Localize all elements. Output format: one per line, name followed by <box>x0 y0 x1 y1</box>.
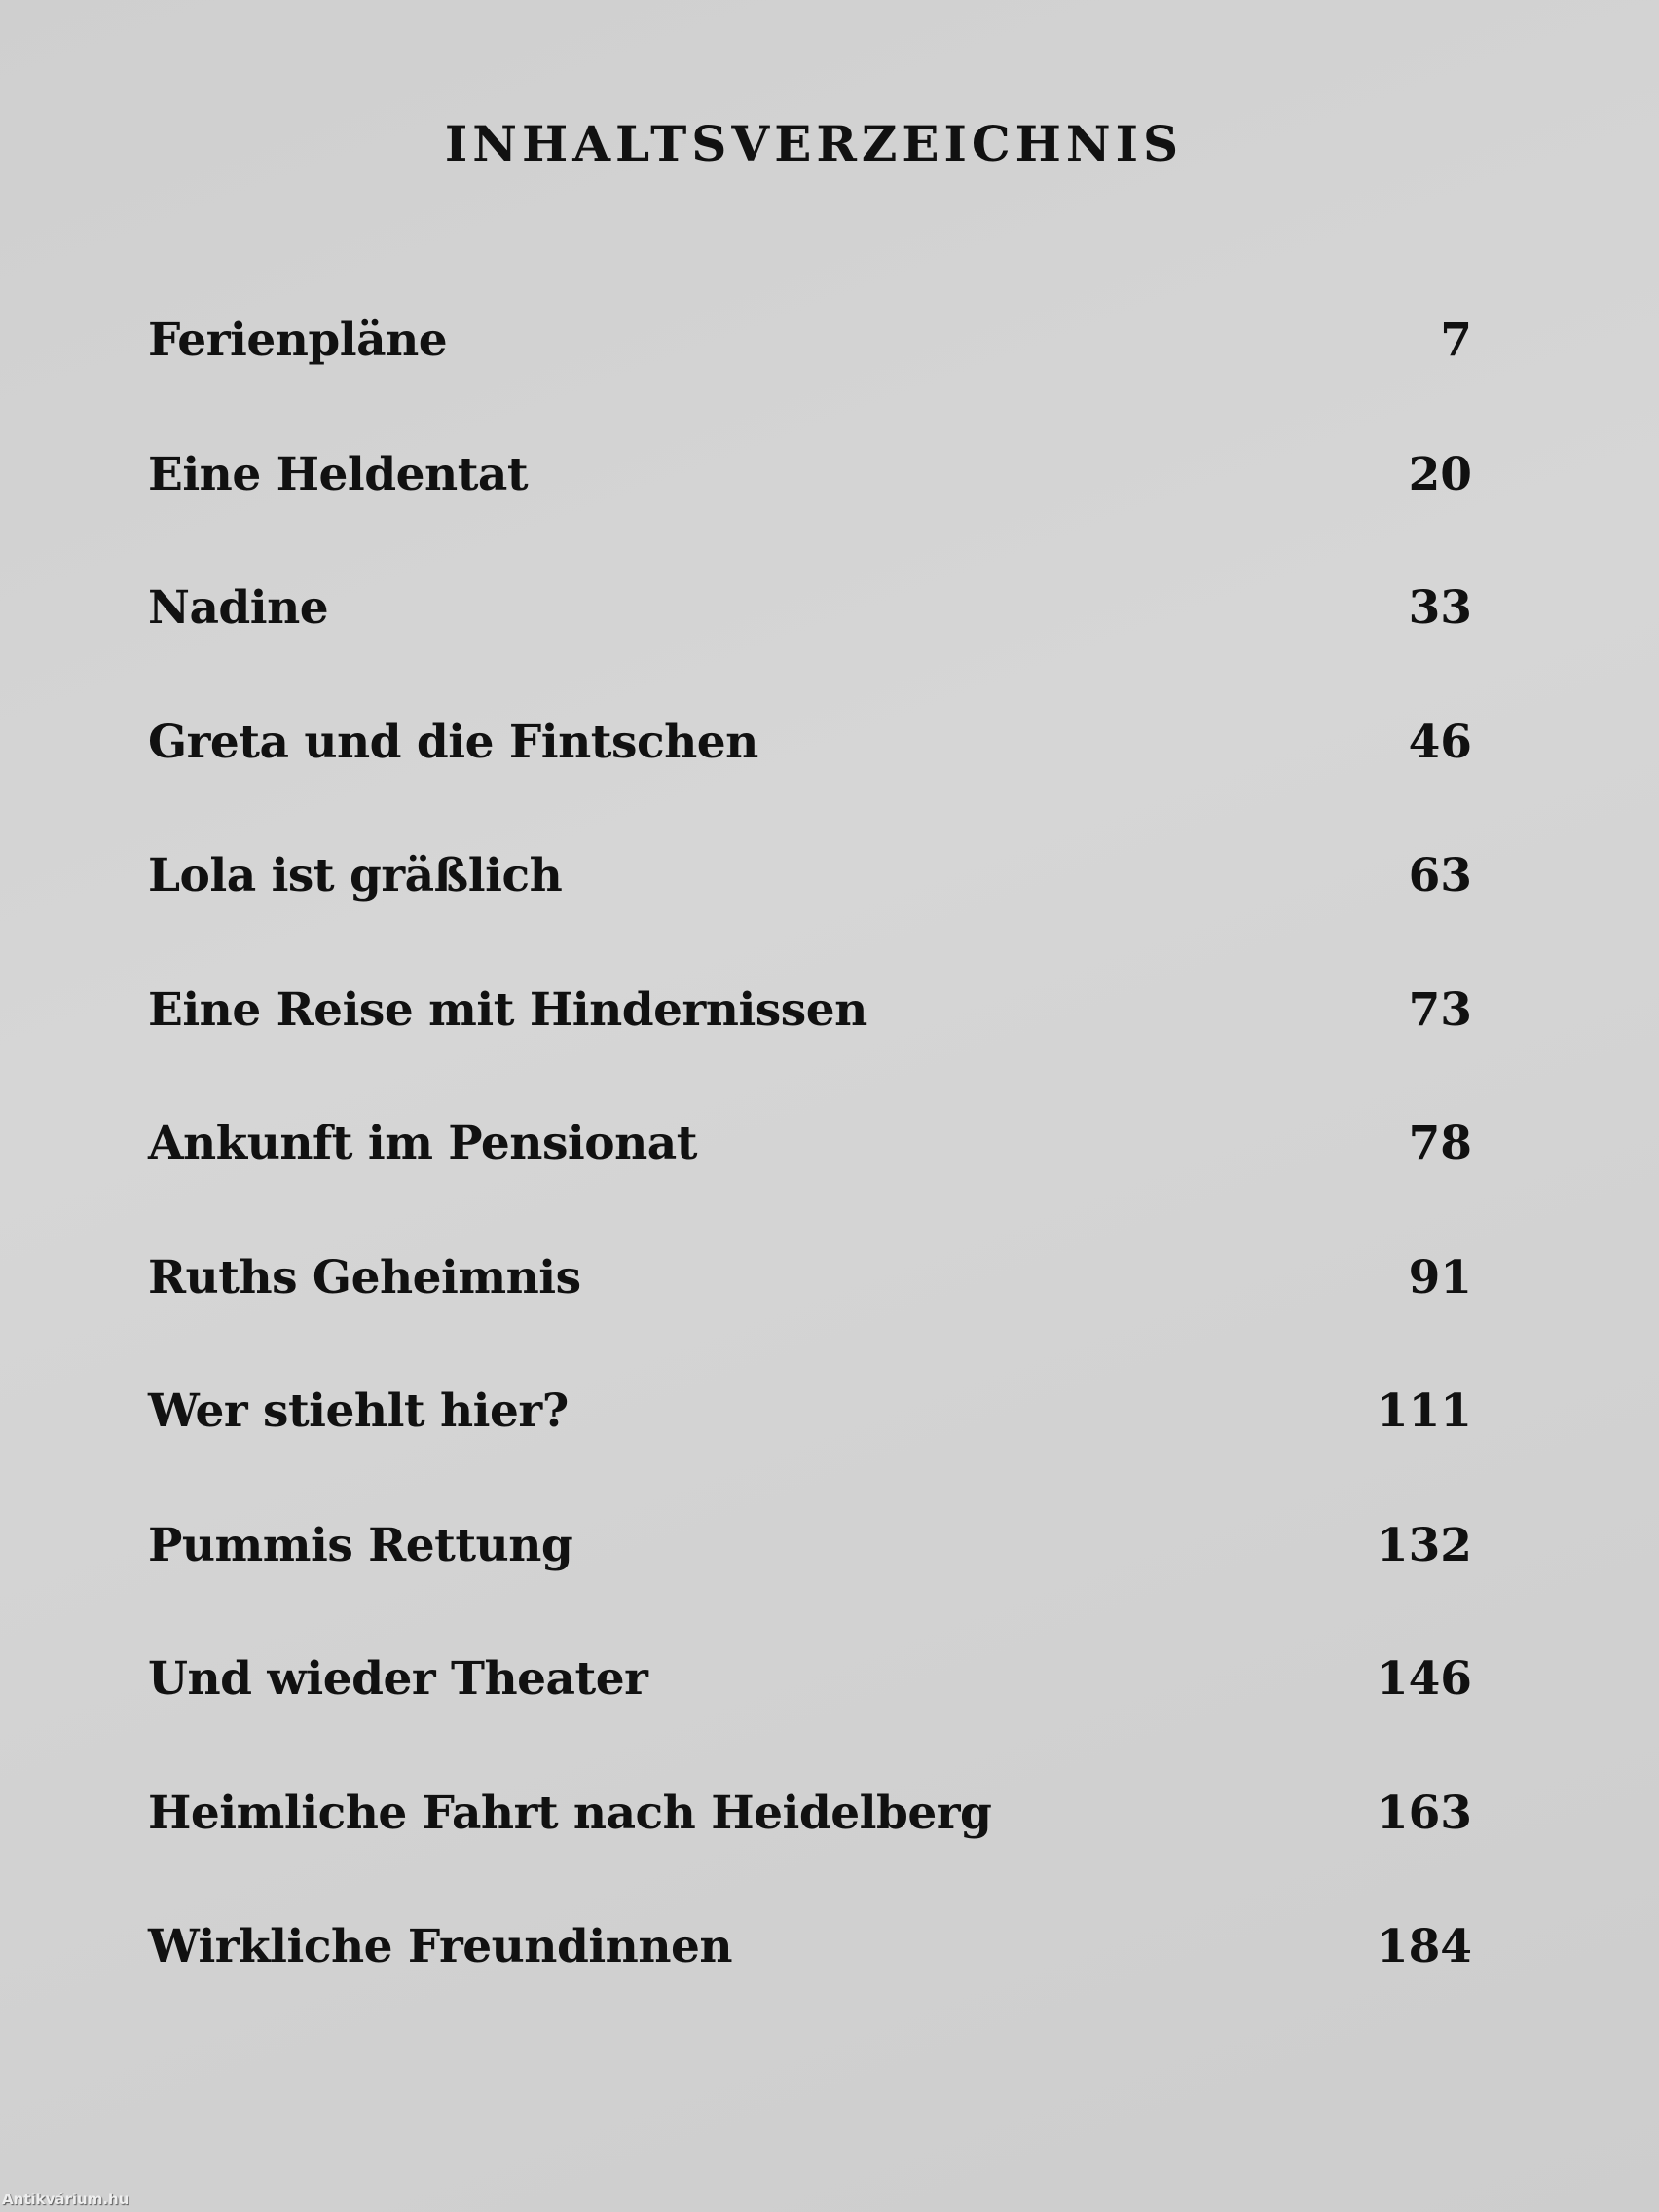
toc-entry: Ruths Geheimnis 91 <box>148 1251 1472 1385</box>
page-number: 184 <box>1376 1920 1472 1973</box>
chapter-title: Greta und die Fintschen <box>148 715 758 769</box>
chapter-title: Eine Heldentat <box>148 447 529 501</box>
chapter-title: Ferienpläne <box>148 313 448 367</box>
page-title: INHALTSVERZEICHNIS <box>444 115 1184 172</box>
toc-entry: Nadine 33 <box>148 581 1472 716</box>
page-number: 91 <box>1408 1250 1472 1305</box>
chapter-title: Heimliche Fahrt nach Heidelberg <box>148 1786 992 1840</box>
page-number: 46 <box>1408 715 1472 769</box>
chapter-title: Wer stiehlt hier? <box>148 1384 569 1438</box>
toc-entry: Lola ist gräßlich 63 <box>148 849 1472 983</box>
chapter-title: Ruths Geheimnis <box>148 1250 581 1305</box>
page-number: 146 <box>1376 1652 1472 1706</box>
toc-entry: Und wieder Theater 146 <box>148 1652 1472 1787</box>
page-number: 33 <box>1408 581 1472 635</box>
toc-entry: Ferienpläne 7 <box>148 313 1472 448</box>
table-of-contents: Ferienpläne 7 Eine Heldentat 20 Nadine 33 Gret… <box>148 313 1472 2054</box>
toc-entry: Greta und die Fintschen 46 <box>148 716 1472 850</box>
page-number: 20 <box>1408 447 1472 501</box>
toc-entry: Wirkliche Freundinnen 184 <box>148 1920 1472 2054</box>
chapter-title: Eine Reise mit Hindernissen <box>148 982 867 1037</box>
page-number: 111 <box>1376 1384 1472 1438</box>
chapter-title: Wirkliche Freundinnen <box>148 1920 733 1973</box>
toc-entry: Pummis Rettung 132 <box>148 1519 1472 1653</box>
toc-entry: Eine Reise mit Hindernissen 73 <box>148 983 1472 1118</box>
watermark: Antikvárium.hu <box>2 2191 129 2208</box>
toc-entry: Wer stiehlt hier? 111 <box>148 1384 1472 1519</box>
page-number: 73 <box>1408 982 1472 1037</box>
page-number: 63 <box>1408 849 1472 903</box>
chapter-title: Ankunft im Pensionat <box>148 1117 697 1170</box>
page-number: 7 <box>1440 313 1472 367</box>
toc-entry: Heimliche Fahrt nach Heidelberg 163 <box>148 1787 1472 1921</box>
chapter-title: Pummis Rettung <box>148 1518 573 1572</box>
page-number: 132 <box>1376 1518 1472 1572</box>
page-number: 163 <box>1376 1786 1472 1840</box>
toc-entry: Eine Heldentat 20 <box>148 448 1472 582</box>
chapter-title: Lola ist gräßlich <box>148 849 563 903</box>
page-number: 78 <box>1408 1117 1472 1170</box>
toc-entry: Ankunft im Pensionat 78 <box>148 1117 1472 1251</box>
chapter-title: Nadine <box>148 581 329 635</box>
chapter-title: Und wieder Theater <box>148 1652 648 1706</box>
